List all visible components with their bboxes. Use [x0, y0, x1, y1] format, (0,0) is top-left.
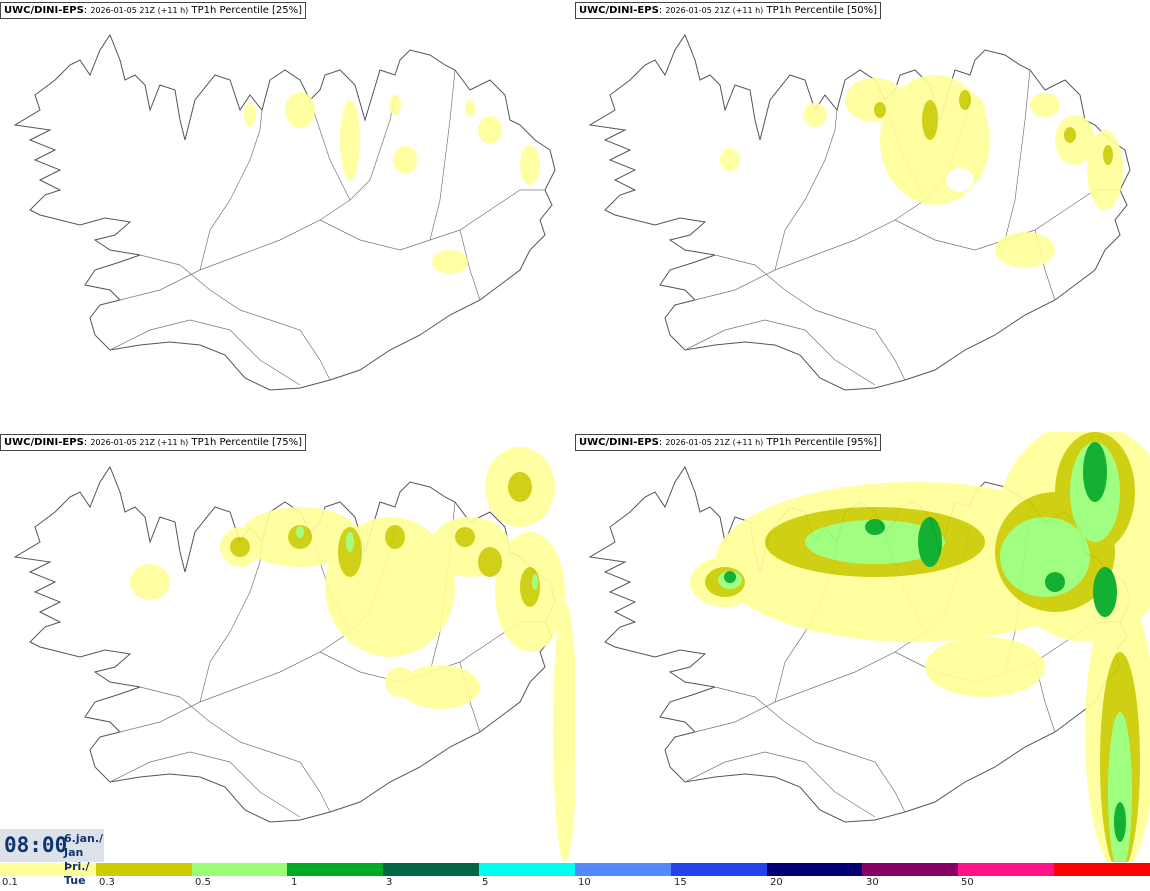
colorbar-tick-label: 3 — [386, 877, 393, 888]
valid-date: 6.jan./ Jan Þri./ Tue — [64, 832, 104, 887]
colorbar-tick-label: 5 — [482, 877, 489, 888]
colorbar-swatch — [191, 863, 288, 876]
iceland-map — [14, 34, 556, 391]
valid-time-box: 08:00 6.jan./ Jan Þri./ Tue — [0, 829, 104, 887]
iceland-map — [14, 447, 575, 862]
colorbar-swatch — [95, 863, 192, 876]
colorbar-swatch — [574, 863, 671, 876]
colorbar-swatch — [958, 863, 1055, 876]
colorbar-ticks: 0.1 0.3 0.5 1 3 5 10 15 20 30 50 — [0, 877, 1150, 891]
panel-title: UWC/DINI-EPS: 2026-01-05 21Z (+11 h) TP1… — [0, 2, 307, 19]
colorbar-swatch — [766, 863, 863, 876]
map-panel-p25: UWC/DINI-EPS: 2026-01-05 21Z (+11 h) TP1… — [0, 0, 575, 430]
colorbar-tick-label: 0.1 — [2, 877, 18, 888]
iceland-map — [589, 34, 1131, 391]
iceland-map — [589, 432, 1150, 862]
colorbar-swatch — [479, 863, 575, 876]
colorbar-tick-label: 30 — [866, 877, 879, 888]
precip-colorbar — [0, 863, 1150, 876]
colorbar-swatch — [862, 863, 959, 876]
colorbar-swatch — [383, 863, 480, 876]
map-panel-p50: UWC/DINI-EPS: 2026-01-05 21Z (+11 h) TP1… — [575, 0, 1150, 430]
colorbar-tick-label: 0.5 — [195, 877, 211, 888]
colorbar-swatch — [670, 863, 767, 876]
panel-title: UWC/DINI-EPS: 2026-01-05 21Z (+11 h) TP1… — [575, 434, 882, 451]
colorbar-tick-label: 15 — [674, 877, 687, 888]
colorbar-tick-label: 20 — [770, 877, 783, 888]
colorbar-tick-label: 50 — [961, 877, 974, 888]
colorbar-tick-label: 10 — [578, 877, 591, 888]
colorbar-tick-label: 1 — [291, 877, 298, 888]
valid-time: 08:00 — [4, 833, 68, 857]
map-panel-p95: UWC/DINI-EPS: 2026-01-05 21Z (+11 h) TP1… — [575, 432, 1150, 862]
colorbar-swatch — [1054, 863, 1150, 876]
panel-title: UWC/DINI-EPS: 2026-01-05 21Z (+11 h) TP1… — [0, 434, 307, 451]
panel-title: UWC/DINI-EPS: 2026-01-05 21Z (+11 h) TP1… — [575, 2, 882, 19]
map-panel-p75: UWC/DINI-EPS: 2026-01-05 21Z (+11 h) TP1… — [0, 432, 575, 862]
colorbar-tick-label: 0.3 — [99, 877, 115, 888]
colorbar-swatch — [0, 863, 96, 876]
colorbar-swatch — [287, 863, 384, 876]
